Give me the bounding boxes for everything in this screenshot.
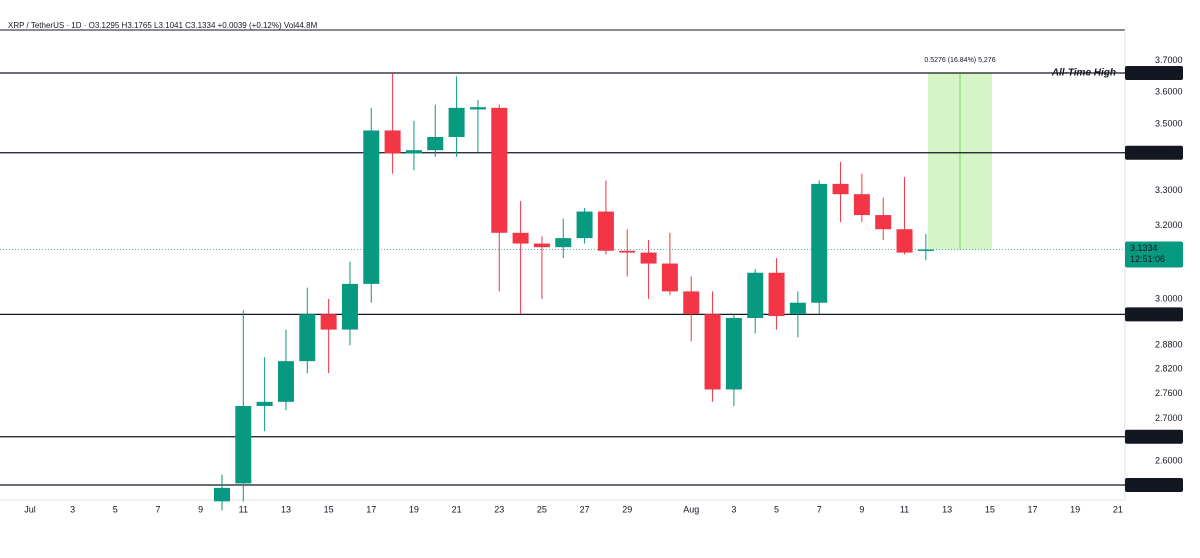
- candle-body: [405, 150, 422, 154]
- candle-body: [896, 229, 913, 253]
- symbol-header: XRP / TetherUS · 1D · O3.1295 H3.1765 L3…: [8, 21, 318, 30]
- y-tick-label: 3.2000: [1155, 220, 1183, 230]
- y-tick-label: 2.8800: [1155, 340, 1183, 350]
- candle-body: [747, 272, 764, 319]
- candle-body: [384, 130, 401, 154]
- x-tick-label: 21: [452, 504, 462, 514]
- x-tick-label: 19: [1070, 504, 1080, 514]
- candle-body: [256, 401, 273, 406]
- y-tick-label: 2.8200: [1155, 364, 1183, 374]
- x-tick-label: 11: [239, 504, 248, 514]
- x-tick-label: 3: [70, 504, 75, 514]
- candle-body: [576, 211, 593, 239]
- x-tick-label: 13: [942, 504, 952, 514]
- candle-body: [448, 107, 465, 137]
- candle-body: [533, 243, 550, 248]
- candle-body: [875, 215, 892, 230]
- candle-body: [619, 250, 636, 253]
- y-tick-label: 3.3000: [1155, 185, 1183, 195]
- level-label: 3.4123: [1140, 147, 1168, 157]
- level-label: 2.5464: [1140, 479, 1168, 489]
- candle-body: [277, 361, 294, 402]
- x-tick-label: 21: [1113, 504, 1123, 514]
- candle-body: [512, 232, 529, 244]
- x-tick-label: 11: [900, 504, 909, 514]
- y-tick-label: 2.6000: [1155, 456, 1183, 466]
- x-tick-label: 25: [537, 504, 547, 514]
- candle-body: [597, 211, 614, 251]
- level-note: All-Time High: [1051, 68, 1116, 79]
- candle-body: [363, 130, 380, 284]
- candle-body: [683, 291, 700, 315]
- x-tick-label: 23: [494, 504, 504, 514]
- level-label-box: [1125, 429, 1183, 444]
- candle-body: [789, 302, 806, 315]
- x-tick-label: 13: [281, 504, 291, 514]
- x-tick-label: 27: [580, 504, 590, 514]
- level-label: 2.6570: [1140, 431, 1168, 441]
- x-tick-label: Aug: [683, 504, 699, 514]
- candle-body: [235, 405, 252, 484]
- level-label: 2.9595: [1140, 309, 1168, 319]
- y-tick-label: 3.0000: [1155, 293, 1183, 303]
- candle-body: [320, 314, 337, 330]
- y-tick-label: 2.7600: [1155, 388, 1183, 398]
- measure-label: 0.5276 (16.84%) 5,276: [924, 57, 995, 64]
- x-tick-label: 5: [113, 504, 118, 514]
- level-label-box: [1125, 478, 1183, 493]
- candle-body: [299, 314, 316, 362]
- candle-body: [661, 263, 678, 292]
- y-tick-label: 3.6000: [1155, 86, 1183, 96]
- candle-body: [725, 318, 742, 390]
- x-tick-label: 17: [1028, 504, 1038, 514]
- x-tick-label: 9: [198, 504, 203, 514]
- candle-body: [491, 107, 508, 233]
- candle-body: [917, 249, 934, 251]
- countdown-label: 12:51:06: [1130, 254, 1165, 264]
- candle-body: [811, 183, 828, 303]
- candle-body: [640, 252, 657, 264]
- candle-body: [704, 314, 721, 390]
- candle-body: [853, 194, 870, 216]
- current-price-box: [1125, 241, 1183, 268]
- candle-body: [341, 283, 358, 330]
- current-price-label: 3.1334: [1130, 243, 1158, 253]
- x-tick-label: 7: [155, 504, 160, 514]
- level-label-box: [1125, 65, 1183, 80]
- candle-body: [427, 136, 444, 151]
- x-tick-label: 7: [817, 504, 822, 514]
- y-tick-label: 3.7000: [1155, 55, 1183, 65]
- y-tick-label: 2.7000: [1155, 413, 1183, 423]
- candle-body: [768, 272, 785, 317]
- level-label-box: [1125, 145, 1183, 160]
- x-tick-label: 5: [774, 504, 779, 514]
- level-label: 3.6607: [1140, 67, 1168, 77]
- candle-body: [213, 487, 230, 502]
- x-tick-label: 17: [366, 504, 376, 514]
- x-tick-label: 15: [324, 504, 334, 514]
- candle-body: [555, 238, 572, 248]
- x-tick-label: 15: [985, 504, 995, 514]
- x-tick-label: 9: [859, 504, 864, 514]
- x-tick-label: Jul: [24, 504, 36, 514]
- x-tick-label: 19: [409, 504, 419, 514]
- y-tick-label: 3.5000: [1155, 118, 1183, 128]
- candle-body: [832, 183, 849, 195]
- candle-body: [469, 107, 486, 110]
- x-tick-label: 29: [622, 504, 632, 514]
- x-tick-label: 3: [731, 504, 736, 514]
- level-label-box: [1125, 307, 1183, 322]
